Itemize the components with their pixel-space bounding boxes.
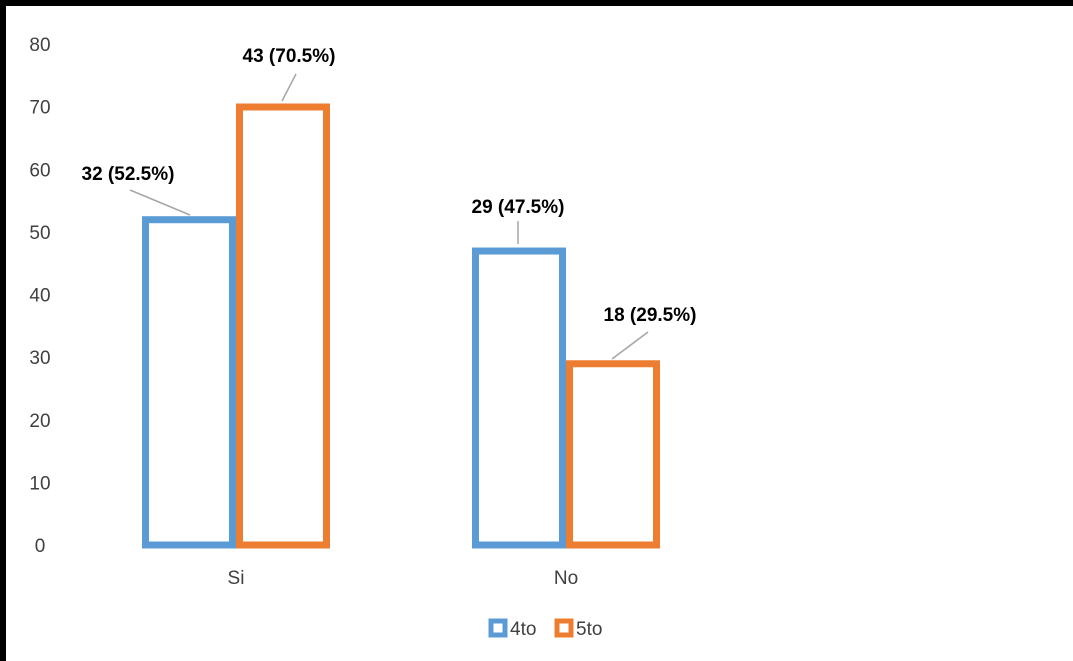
- y-axis-ticks: 0 10 20 30 40 50 60 70 80: [29, 35, 50, 557]
- leader-lines: [129, 73, 649, 360]
- legend-label: 4to: [510, 619, 536, 640]
- leader-line: [611, 331, 649, 360]
- legend: 4to 5to: [488, 618, 602, 640]
- bar-5to-No: [566, 360, 660, 549]
- y-tick-label: 80: [29, 35, 50, 56]
- y-tick-label: 0: [35, 536, 46, 557]
- bar-4to-Si: [142, 216, 236, 549]
- y-tick-label: 50: [29, 223, 50, 244]
- leader-line: [281, 73, 297, 102]
- x-tick-label: Si: [228, 568, 245, 589]
- leader-line: [129, 189, 191, 216]
- y-tick-label: 40: [29, 286, 50, 307]
- data-label: 18 (29.5%): [604, 305, 697, 326]
- y-tick-label: 30: [29, 348, 50, 369]
- x-tick-label: No: [554, 568, 578, 589]
- y-tick-label: 70: [29, 98, 50, 119]
- y-tick-label: 10: [29, 473, 50, 494]
- legend-swatch-5to: [554, 618, 574, 638]
- data-label: 29 (47.5%): [472, 197, 565, 218]
- legend-swatch-4to: [488, 618, 508, 638]
- data-labels: 32 (52.5%) 29 (47.5%) 43 (70.5%) 18 (29.5%): [82, 46, 697, 326]
- y-tick-label: 60: [29, 160, 50, 181]
- bar-4to-No: [472, 247, 566, 549]
- data-label: 43 (70.5%): [243, 46, 336, 67]
- bar-5to-Si: [236, 103, 330, 549]
- data-label: 32 (52.5%): [82, 164, 175, 185]
- bars: [142, 103, 660, 549]
- legend-label: 5to: [576, 619, 602, 640]
- x-axis-ticks: Si No: [228, 568, 579, 589]
- y-tick-label: 20: [29, 411, 50, 432]
